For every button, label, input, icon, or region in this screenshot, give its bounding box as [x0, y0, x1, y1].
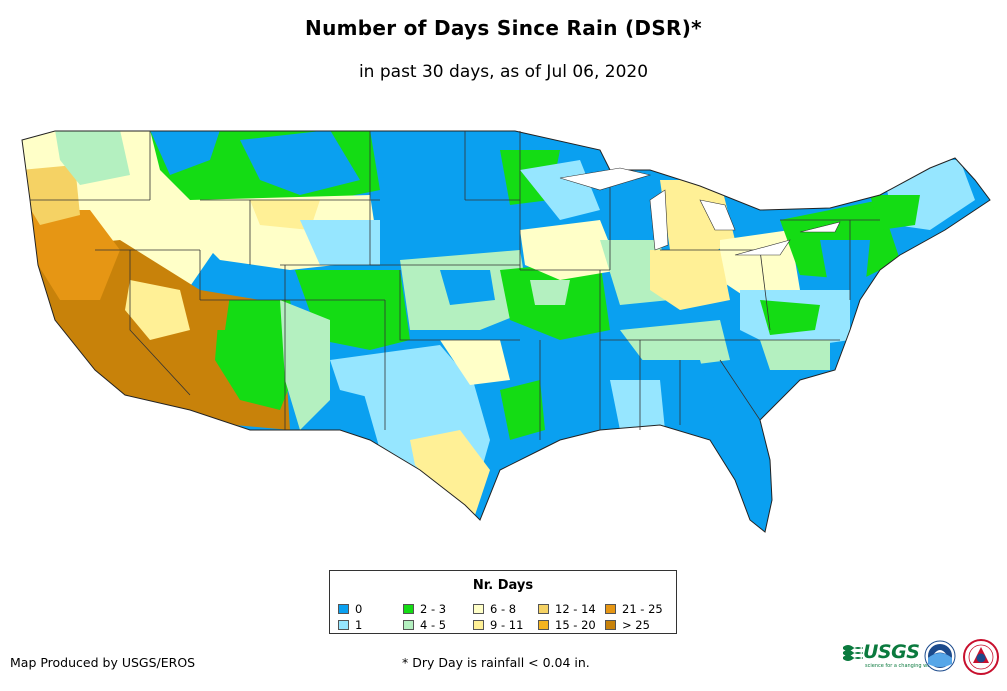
usgs-logo: USGS science for a changing world [843, 641, 937, 669]
legend: Nr. Days 0 1 2 - 3 4 - 5 6 - 8 9 - 11 12… [329, 570, 677, 634]
map-title: Number of Days Since Rain (DSR)* [305, 16, 702, 40]
noaa-logo [924, 640, 956, 672]
legend-swatch [605, 620, 616, 630]
usgs-tagline: science for a changing world [865, 663, 937, 669]
legend-title: Nr. Days [472, 578, 534, 593]
legend-swatch [538, 620, 549, 630]
legend-label: 12 - 14 [555, 602, 596, 616]
map-subtitle: in past 30 days, as of Jul 06, 2020 [358, 62, 649, 82]
legend-item-1: 1 [338, 618, 362, 632]
legend-label: 4 - 5 [420, 618, 447, 632]
legend-swatch [403, 604, 414, 614]
legend-swatch [473, 604, 484, 614]
state-boundaries [30, 131, 880, 440]
dsr-raster [22, 131, 990, 532]
legend-label: 2 - 3 [420, 602, 447, 616]
legend-item-4: 6 - 8 [473, 602, 516, 616]
legend-label: 1 [355, 618, 363, 632]
legend-label: 21 - 25 [622, 602, 663, 616]
legend-item-7: 15 - 20 [538, 618, 596, 632]
legend-label: > 25 [622, 618, 650, 632]
legend-swatch [403, 620, 414, 630]
legend-swatch [338, 604, 349, 614]
legend-swatch [473, 620, 484, 630]
legend-label: 6 - 8 [490, 602, 517, 616]
us-outline [21, 130, 991, 533]
legend-swatch [538, 604, 549, 614]
legend-label: 9 - 11 [490, 618, 524, 632]
legend-item-2: 2 - 3 [403, 602, 446, 616]
legend-item-6: 12 - 14 [538, 602, 596, 616]
legend-swatch [338, 620, 349, 630]
legend-item-3: 4 - 5 [403, 618, 446, 632]
map-credit: Map Produced by USGS/EROS [10, 655, 196, 670]
dry-day-footnote: * Dry Day is rainfall < 0.04 in. [402, 655, 590, 670]
legend-item-5: 9 - 11 [473, 618, 523, 632]
legend-item-9: > 25 [605, 618, 650, 632]
legend-item-0: 0 [338, 602, 362, 616]
usgs-wave-icon [843, 645, 863, 661]
legend-item-8: 21 - 25 [605, 602, 663, 616]
nws-logo [963, 639, 999, 675]
legend-label: 15 - 20 [555, 618, 596, 632]
great-lakes [559, 167, 841, 256]
legend-swatch [605, 604, 616, 614]
usgs-wordmark: USGS [863, 641, 920, 663]
legend-label: 0 [355, 602, 363, 616]
